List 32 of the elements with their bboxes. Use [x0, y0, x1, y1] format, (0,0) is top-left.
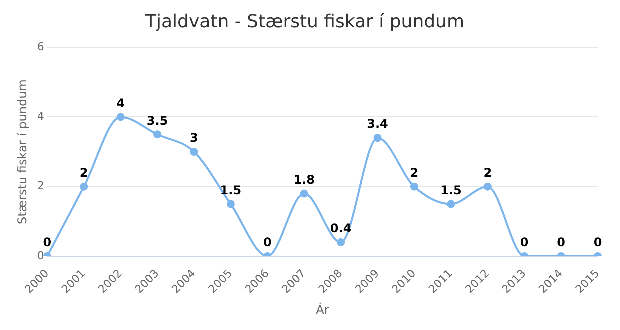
data-label: 0: [557, 236, 566, 250]
data-label: 4: [116, 96, 125, 110]
y-tick-label: 2: [37, 180, 44, 193]
x-axis-title: Ár: [316, 302, 330, 317]
point: [190, 148, 198, 156]
point: [116, 113, 125, 122]
point: [226, 200, 235, 208]
data-label: 1.8: [294, 172, 315, 187]
data-label: 0: [594, 236, 602, 250]
data-label: 3: [190, 131, 198, 146]
data-label: 3.5: [146, 114, 168, 128]
point: [80, 182, 88, 191]
point: [374, 134, 382, 142]
data-label: 0: [520, 236, 529, 250]
y-tick-label: 0: [37, 249, 44, 262]
data-label: 0: [263, 236, 272, 250]
data-label: 1.5: [220, 183, 242, 198]
point: [447, 200, 456, 208]
data-label: 2: [80, 166, 88, 180]
data-label: 3.4: [367, 117, 388, 132]
y-tick-label: 6: [37, 40, 44, 54]
point: [484, 182, 492, 191]
chart-title: Tjaldvatn - Stærstu fiskar í pundum: [144, 11, 464, 32]
y-tick-label: 4: [37, 110, 44, 124]
data-label: 2: [410, 166, 419, 180]
point: [410, 182, 418, 191]
point: [300, 190, 308, 198]
y-axis-title: Stærstu fiskar í pundum: [15, 80, 30, 225]
point: [154, 130, 162, 139]
data-label: 1.5: [440, 183, 462, 198]
data-label: 2: [484, 166, 492, 180]
data-label: 0.4: [330, 222, 352, 236]
